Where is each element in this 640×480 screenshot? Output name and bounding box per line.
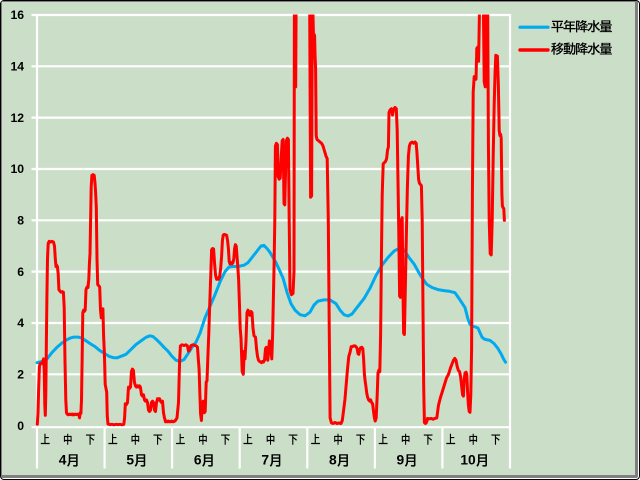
svg-text:0: 0 [17, 419, 24, 433]
svg-text:12: 12 [10, 111, 24, 125]
svg-text:10: 10 [460, 453, 476, 468]
svg-text:9: 9 [397, 453, 405, 468]
svg-text:6: 6 [194, 453, 202, 468]
svg-text:5: 5 [126, 453, 134, 468]
svg-text:2: 2 [17, 368, 24, 382]
svg-text:7: 7 [261, 453, 269, 468]
svg-text:6: 6 [17, 265, 24, 279]
svg-text:16: 16 [10, 8, 24, 22]
svg-text:8: 8 [329, 453, 337, 468]
svg-text:4: 4 [59, 453, 67, 468]
svg-text:10: 10 [10, 162, 24, 176]
svg-text:8: 8 [17, 214, 24, 228]
svg-text:4: 4 [17, 316, 24, 330]
svg-text:14: 14 [10, 60, 24, 74]
